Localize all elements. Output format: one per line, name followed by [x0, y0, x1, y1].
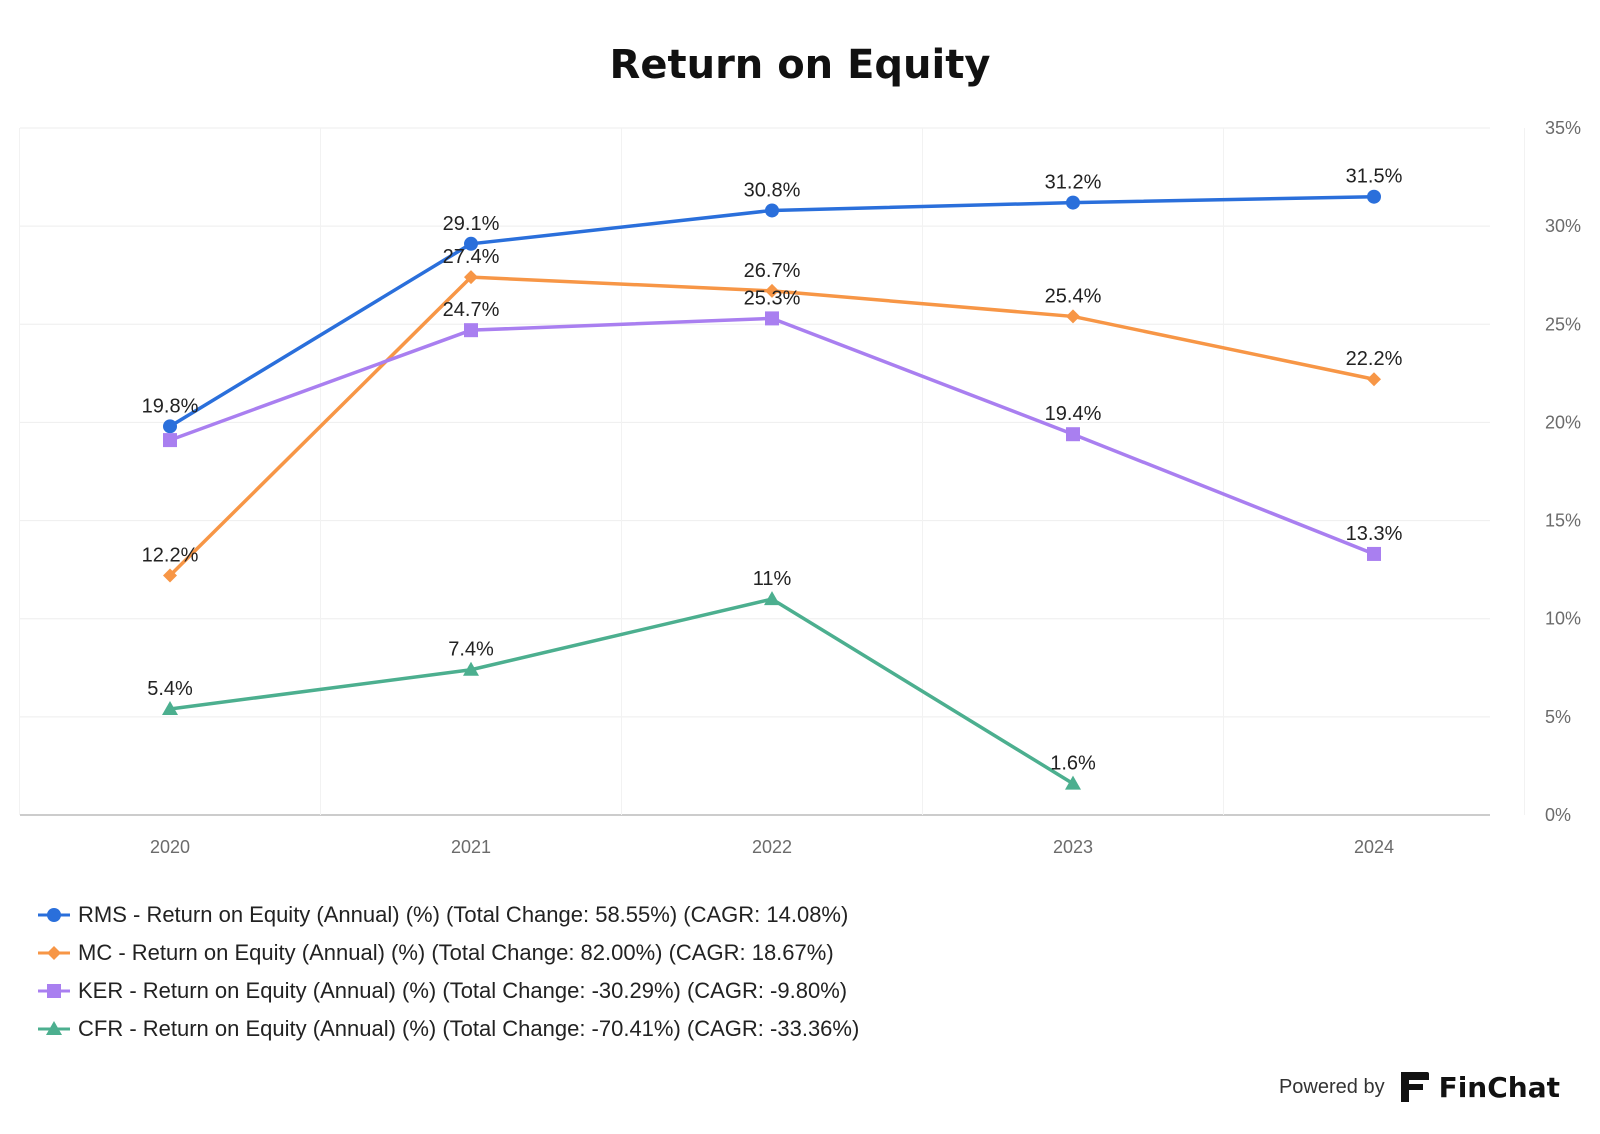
- ker-point: [1066, 427, 1080, 442]
- y-tick-label: 35%: [1545, 118, 1581, 138]
- legend-item-mc[interactable]: MC - Return on Equity (Annual) (%) (Tota…: [36, 934, 859, 972]
- rms-data-label: 30.8%: [744, 179, 801, 201]
- cfr-data-label: 1.6%: [1050, 753, 1096, 775]
- rms-point: [765, 203, 779, 218]
- footer: Powered by FinChat: [1279, 1070, 1560, 1104]
- rms-point: [1066, 195, 1080, 210]
- ker-line: [169, 316, 1375, 556]
- circle-marker-icon: [38, 908, 70, 922]
- y-tick-label: 15%: [1545, 511, 1581, 531]
- cfr-data-label: 11%: [753, 568, 792, 590]
- ker-point: [464, 323, 478, 338]
- y-tick-label: 25%: [1545, 314, 1581, 334]
- ker-data-label: 25.3%: [744, 287, 801, 309]
- y-tick-label: 5%: [1545, 707, 1571, 727]
- grid: [19, 127, 1525, 816]
- legend-item-rms[interactable]: RMS - Return on Equity (Annual) (%) (Tot…: [36, 896, 859, 934]
- ker-data-label: 19.4%: [1045, 403, 1102, 425]
- finchat-logo-icon: [1400, 1072, 1429, 1102]
- ker-data-label: 24.7%: [443, 299, 500, 321]
- rms-data-label: 19.8%: [142, 395, 199, 417]
- cfr-line: [169, 597, 1074, 786]
- x-tick-label: 2020: [150, 837, 190, 857]
- legend-label: RMS - Return on Equity (Annual) (%) (Tot…: [78, 902, 849, 927]
- x-tick-label: 2023: [1053, 837, 1093, 857]
- legend-label: CFR - Return on Equity (Annual) (%) (Tot…: [78, 1016, 860, 1041]
- mc-data-label: 22.2%: [1346, 348, 1403, 370]
- cfr-data-label: 7.4%: [448, 639, 494, 661]
- legend-item-cfr[interactable]: CFR - Return on Equity (Annual) (%) (Tot…: [36, 1010, 859, 1048]
- cfr-data-label: 5.4%: [147, 678, 193, 700]
- y-tick-label: 0%: [1545, 805, 1571, 825]
- legend-marker: [47, 908, 61, 922]
- ker-data-label: 13.3%: [1346, 523, 1403, 545]
- mc-point: [1066, 309, 1080, 324]
- diamond-marker-icon: [38, 946, 70, 960]
- x-tick-label: 2024: [1354, 837, 1394, 857]
- cfr-point: [463, 661, 479, 676]
- chart-title: Return on Equity: [610, 42, 991, 88]
- powered-by-text: Powered by: [1278, 1075, 1385, 1098]
- mc-data-label: 12.2%: [142, 545, 199, 567]
- legend-marker: [47, 946, 61, 960]
- x-tick-label: 2022: [752, 837, 792, 857]
- ker-point: [1367, 546, 1381, 561]
- legend-label: MC - Return on Equity (Annual) (%) (Tota…: [78, 940, 834, 965]
- legend-item-ker[interactable]: KER - Return on Equity (Annual) (%) (Tot…: [36, 972, 859, 1010]
- ker-series: [163, 311, 1381, 561]
- mc-point: [464, 270, 478, 285]
- cfr-point: [1065, 775, 1081, 790]
- mc-series: [163, 270, 1381, 583]
- rms-point: [1367, 189, 1381, 204]
- mc-data-label: 25.4%: [1045, 285, 1102, 307]
- mc-point: [1367, 372, 1381, 387]
- rms-point: [464, 236, 478, 251]
- rms-data-label: 31.2%: [1045, 172, 1102, 194]
- mc-point: [765, 283, 779, 298]
- mc-data-label: 27.4%: [443, 246, 500, 268]
- cfr-series: [162, 591, 1081, 790]
- y-tick-label: 20%: [1545, 412, 1581, 432]
- brand-name: FinChat: [1438, 1070, 1560, 1104]
- legend: RMS - Return on Equity (Annual) (%) (Tot…: [36, 896, 859, 1048]
- triangle-marker-icon: [38, 1021, 70, 1035]
- y-tick-label: 10%: [1545, 609, 1581, 629]
- data-labels: 19.8% 29.1% 30.8% 31.2% 31.5% 12.2% 27.4% 26.7%…: [142, 166, 1403, 775]
- legend-label: KER - Return on Equity (Annual) (%) (Tot…: [78, 978, 848, 1003]
- rms-data-label: 29.1%: [443, 213, 500, 235]
- rms-data-label: 31.5%: [1346, 166, 1403, 188]
- x-tick-label: 2021: [451, 837, 491, 857]
- axes: 0% 5% 10% 15% 20% 25% 30% 35% 2020 2021 2022 2023 20…: [150, 118, 1581, 857]
- rms-series: [163, 189, 1381, 434]
- cfr-point: [764, 591, 780, 606]
- legend-marker: [47, 984, 61, 998]
- legend-marker: [46, 1021, 62, 1035]
- square-marker-icon: [38, 984, 70, 998]
- cfr-point: [162, 701, 178, 716]
- ker-point: [765, 311, 779, 326]
- rms-point: [163, 419, 177, 434]
- mc-point: [163, 568, 177, 583]
- y-tick-label: 30%: [1545, 216, 1581, 236]
- ker-point: [163, 433, 177, 448]
- series-layer: [162, 189, 1381, 790]
- mc-data-label: 26.7%: [744, 260, 801, 282]
